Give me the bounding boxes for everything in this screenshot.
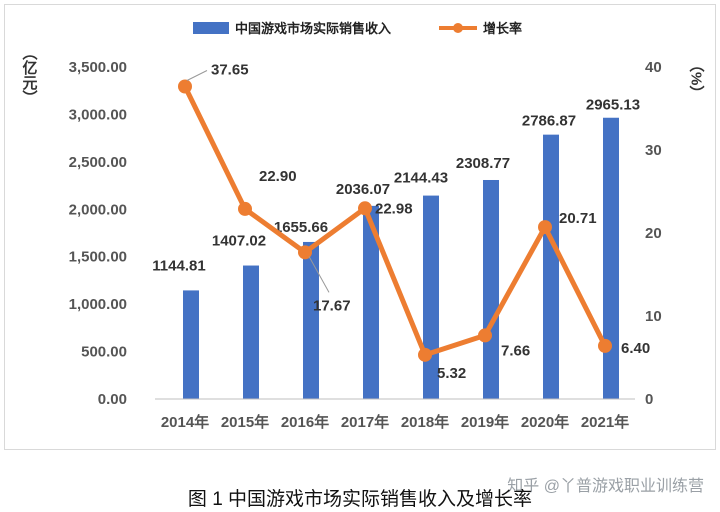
growth-value-label: 22.98 — [375, 200, 413, 217]
x-tick-label: 2021年 — [581, 413, 629, 431]
growth-marker — [478, 328, 492, 343]
bar — [243, 265, 259, 399]
growth-value-label: 6.40 — [621, 340, 650, 357]
bar — [363, 205, 379, 399]
bar — [183, 290, 199, 399]
growth-value-label: 17.67 — [313, 297, 351, 314]
bar — [483, 179, 499, 399]
figure-caption: 图 1 中国游戏市场实际销售收入及增长率 — [187, 489, 533, 510]
bar-value-label: 2036.07 — [336, 181, 390, 198]
y-left-tick-label: 500.00 — [81, 344, 127, 361]
bar-value-label: 2786.87 — [522, 113, 576, 130]
x-tick-label: 2019年 — [461, 413, 509, 431]
chart: 中国游戏市场实际销售收入 增长率 （亿元） （%） 0.00 500.00 1,00… — [21, 21, 706, 431]
y-left-tick-label: 3,000.00 — [69, 106, 127, 123]
growth-marker — [358, 201, 372, 216]
legend-label-growth: 增长率 — [483, 21, 522, 36]
growth-marker — [238, 201, 252, 216]
growth-line — [182, 85, 608, 358]
line-labels: 37.65 22.90 17.67 22.98 5.32 7.66 20.71 6.40 — [186, 62, 650, 382]
growth-marker — [178, 79, 192, 94]
legend-swatch-marker — [453, 23, 463, 33]
y-right-title: （%） — [688, 57, 706, 100]
y-left-tick-label: 2,500.00 — [69, 154, 127, 171]
bar-value-label: 2144.43 — [394, 170, 448, 187]
y-right-tick-label: 20 — [645, 225, 662, 242]
chart-frame: 中国游戏市场实际销售收入 增长率 （亿元） （%） 0.00 500.00 1,00… — [4, 4, 716, 450]
x-tick-label: 2016年 — [281, 413, 329, 431]
bars — [183, 117, 619, 399]
bar-value-label: 1144.81 — [152, 257, 205, 274]
legend: 中国游戏市场实际销售收入 增长率 — [193, 21, 522, 36]
bar — [543, 134, 559, 399]
y-left-ticks: 0.00 500.00 1,000.00 1,500.00 2,000.00 2,500.… — [69, 59, 127, 408]
bar-value-label: 1407.02 — [212, 233, 266, 250]
growth-marker — [418, 347, 432, 362]
x-tick-label: 2015年 — [221, 413, 269, 431]
y-right-tick-label: 30 — [645, 142, 662, 159]
y-right-tick-label: 0 — [645, 391, 653, 408]
bar — [303, 241, 319, 399]
y-left-title-text: （亿元） — [21, 45, 39, 105]
growth-marker — [298, 245, 312, 260]
x-ticks: 2014年 2015年 2016年 2017年 2018年 2019年 2020年 2021年 — [161, 413, 629, 431]
growth-value-label: 5.32 — [437, 365, 466, 382]
bar-value-label: 2965.13 — [586, 97, 640, 114]
watermark: 知乎 @丫普游戏职业训练营 — [507, 478, 704, 495]
growth-marker — [538, 220, 552, 235]
y-right-title-text: （%） — [688, 57, 706, 100]
growth-value-label: 37.65 — [211, 62, 249, 79]
growth-value-label: 7.66 — [501, 342, 530, 359]
y-left-tick-label: 3,500.00 — [69, 59, 127, 76]
legend-swatch-bar — [193, 22, 229, 34]
y-right-tick-label: 10 — [645, 308, 662, 325]
bar-value-label: 1655.66 — [274, 219, 328, 236]
y-left-tick-label: 0.00 — [98, 391, 127, 408]
growth-marker — [598, 338, 612, 353]
growth-label-leader — [186, 70, 208, 81]
y-left-title: （亿元） — [21, 45, 39, 105]
growth-label-leader — [308, 256, 330, 293]
legend-label-revenue: 中国游戏市场实际销售收入 — [235, 21, 391, 36]
y-left-tick-label: 1,500.00 — [69, 249, 127, 266]
x-tick-label: 2014年 — [161, 413, 209, 431]
y-right-ticks: 0 10 20 30 40 — [645, 59, 662, 408]
x-tick-label: 2017年 — [341, 413, 389, 431]
y-left-tick-label: 2,000.00 — [69, 201, 127, 218]
y-left-tick-label: 1,000.00 — [69, 296, 127, 313]
y-right-tick-label: 40 — [645, 59, 662, 76]
growth-value-label: 22.90 — [259, 168, 297, 185]
bar — [603, 117, 619, 399]
x-tick-label: 2018年 — [401, 413, 449, 431]
bar-value-label: 2308.77 — [456, 155, 510, 172]
growth-value-label: 20.71 — [559, 210, 597, 227]
x-tick-label: 2020年 — [521, 413, 569, 431]
line-series — [178, 79, 612, 362]
